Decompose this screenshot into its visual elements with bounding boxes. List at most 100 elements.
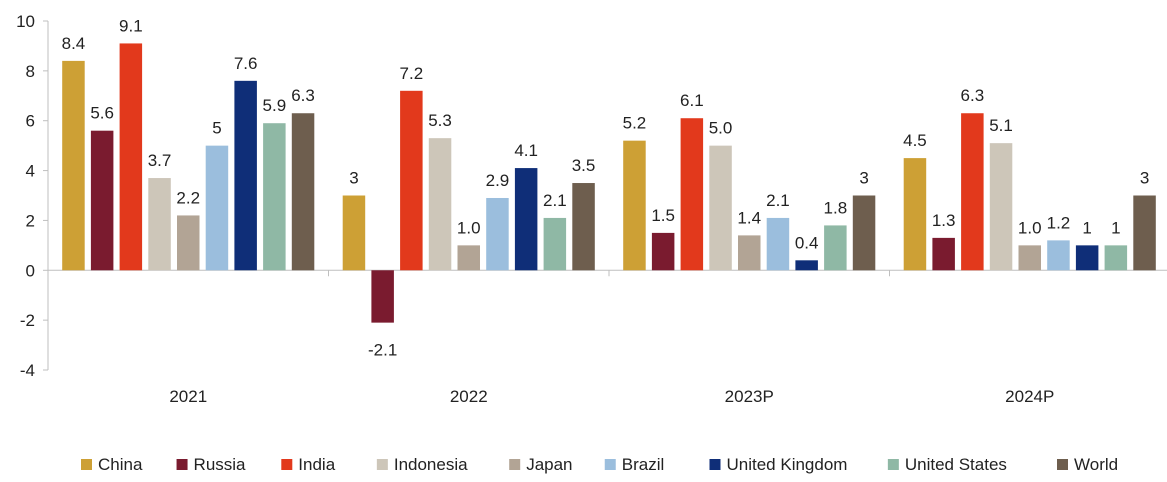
data-label: 6.1 [680, 91, 704, 110]
y-tick-label: 4 [26, 162, 35, 181]
bar [1075, 245, 1099, 271]
legend-label: Indonesia [394, 455, 468, 474]
bar [514, 168, 538, 271]
legend-swatch [281, 459, 293, 470]
y-tick-label: -2 [20, 311, 35, 330]
legend-swatch [604, 459, 616, 470]
data-label: 3.5 [572, 156, 596, 175]
data-label: 4.5 [903, 131, 927, 150]
bar [903, 158, 927, 271]
bar [263, 123, 286, 271]
bar [291, 113, 315, 271]
y-tick-label: 6 [26, 112, 35, 131]
data-label: 2.9 [486, 171, 510, 190]
bar [119, 43, 143, 271]
bar [1018, 245, 1041, 271]
data-label: 1.8 [824, 198, 848, 217]
bar [205, 145, 229, 271]
data-label: 1.4 [737, 208, 761, 227]
data-label: 2.1 [543, 191, 567, 210]
bar [738, 235, 761, 271]
legend-label: China [98, 455, 143, 474]
data-label: 3 [859, 169, 868, 188]
y-tick-label: 2 [26, 211, 35, 230]
x-category-label: 2024P [1005, 387, 1054, 406]
data-label: 4.1 [514, 141, 538, 160]
data-label: 3 [349, 169, 358, 188]
bar [989, 143, 1013, 271]
data-label: 6.3 [961, 86, 985, 105]
data-label: 9.1 [119, 16, 143, 35]
data-label: 2.2 [176, 188, 200, 207]
data-label: 2.1 [766, 191, 790, 210]
legend-label: World [1074, 455, 1118, 474]
bar [852, 195, 876, 271]
data-label: 5.0 [709, 119, 733, 138]
data-label: 3.7 [148, 151, 172, 170]
x-category-label: 2023P [725, 387, 774, 406]
y-tick-label: 0 [26, 261, 35, 280]
bar [824, 225, 847, 271]
bar [543, 217, 567, 271]
legend-swatch [709, 459, 721, 470]
y-tick-label: 8 [26, 62, 35, 81]
data-label: 0.4 [795, 233, 819, 252]
legend-swatch [1057, 459, 1068, 470]
data-label: 5.2 [623, 114, 647, 133]
data-label: 5.9 [263, 96, 287, 115]
bar [62, 60, 85, 271]
bar [651, 232, 675, 271]
bar [766, 217, 790, 271]
bar [371, 270, 394, 323]
bar [234, 80, 257, 271]
bar [1047, 240, 1070, 271]
bar [1133, 195, 1156, 271]
data-label: 1 [1111, 218, 1120, 237]
bar [795, 260, 818, 271]
bar [932, 237, 955, 271]
data-label: 7.2 [400, 64, 424, 83]
bar [90, 130, 114, 271]
bar [486, 197, 509, 271]
bar [457, 245, 480, 271]
legend-swatch [887, 459, 899, 470]
legend-label: Brazil [622, 455, 665, 474]
data-label: 5 [212, 119, 221, 138]
legend-swatch [509, 459, 521, 470]
data-label: 1.2 [1047, 213, 1071, 232]
bar [342, 195, 366, 271]
data-label: 1.3 [932, 211, 956, 230]
legend-swatch [176, 459, 188, 470]
data-label: 5.1 [989, 116, 1013, 135]
data-label: 6.3 [291, 86, 315, 105]
bar [709, 145, 732, 271]
bar [623, 140, 646, 271]
legend-swatch [81, 459, 92, 470]
bar [400, 90, 423, 271]
bar [148, 178, 171, 271]
legend-label: United Kingdom [727, 455, 848, 474]
data-label: 7.6 [234, 54, 258, 73]
bar [680, 118, 704, 271]
y-tick-label: -4 [20, 361, 35, 380]
x-category-label: 2021 [169, 387, 207, 406]
data-label: 3 [1140, 169, 1149, 188]
data-label: 1.0 [457, 218, 481, 237]
legend-label: Japan [526, 455, 572, 474]
data-label: 1.0 [1018, 218, 1042, 237]
legend-label: United States [905, 455, 1007, 474]
bar [428, 138, 452, 271]
data-label: 5.3 [428, 111, 452, 130]
data-label: -2.1 [368, 341, 397, 360]
legend-label: Russia [194, 455, 247, 474]
bar [961, 113, 984, 271]
legend-swatch [376, 459, 388, 470]
bar [572, 183, 595, 271]
y-tick-label: 10 [16, 12, 35, 31]
x-category-label: 2022 [450, 387, 488, 406]
bar [1104, 245, 1128, 271]
data-label: 8.4 [62, 34, 86, 53]
data-label: 1.5 [651, 206, 675, 225]
